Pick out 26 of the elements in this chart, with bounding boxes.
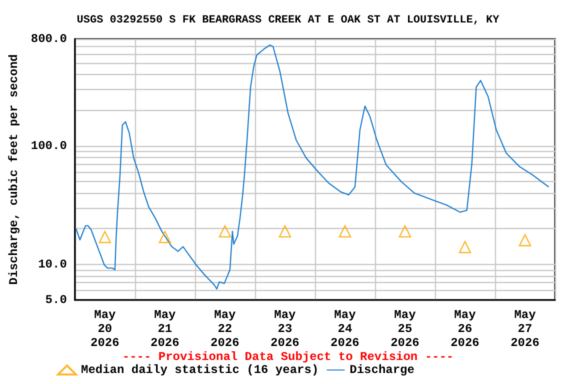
- x-tick-label: May 24 2026: [330, 308, 360, 350]
- y-tick-label: 800.0: [30, 32, 67, 46]
- x-tick-label: May 20 2026: [90, 308, 120, 350]
- point: [458, 240, 472, 254]
- point: [398, 225, 412, 238]
- text: ---- Provisional Data Subject to Revision ----: [122, 350, 454, 364]
- x-tick-label: May 22 2026: [210, 308, 240, 350]
- point: [338, 225, 352, 238]
- point: [518, 234, 532, 246]
- x-tick-label: May 25 2026: [390, 308, 420, 350]
- chart-title: USGS 03292550 S FK BEARGRASS CREEK AT E OAK ST AT LOUISVILLE, KY: [76, 14, 500, 26]
- x-tick-label: May 26 2026: [450, 308, 480, 350]
- y-tick-label: 100.0: [30, 138, 67, 153]
- y-axis-title: Discharge, cubic feet per second: [7, 54, 21, 285]
- line-series: [76, 44, 550, 290]
- legend-label: Median daily statistic (16 years): [81, 363, 319, 377]
- y-tick-label: 5.0: [45, 293, 67, 307]
- y-tick-label: 10.0: [38, 257, 67, 272]
- point: [218, 225, 232, 238]
- point: [158, 230, 172, 244]
- point: [98, 230, 112, 244]
- x-tick-label: May 21 2026: [150, 308, 180, 350]
- point: [278, 225, 292, 238]
- x-tick-label: May 23 2026: [270, 308, 300, 350]
- legend-label: Discharge: [350, 363, 414, 377]
- x-tick-label: May 27 2026: [510, 308, 540, 350]
